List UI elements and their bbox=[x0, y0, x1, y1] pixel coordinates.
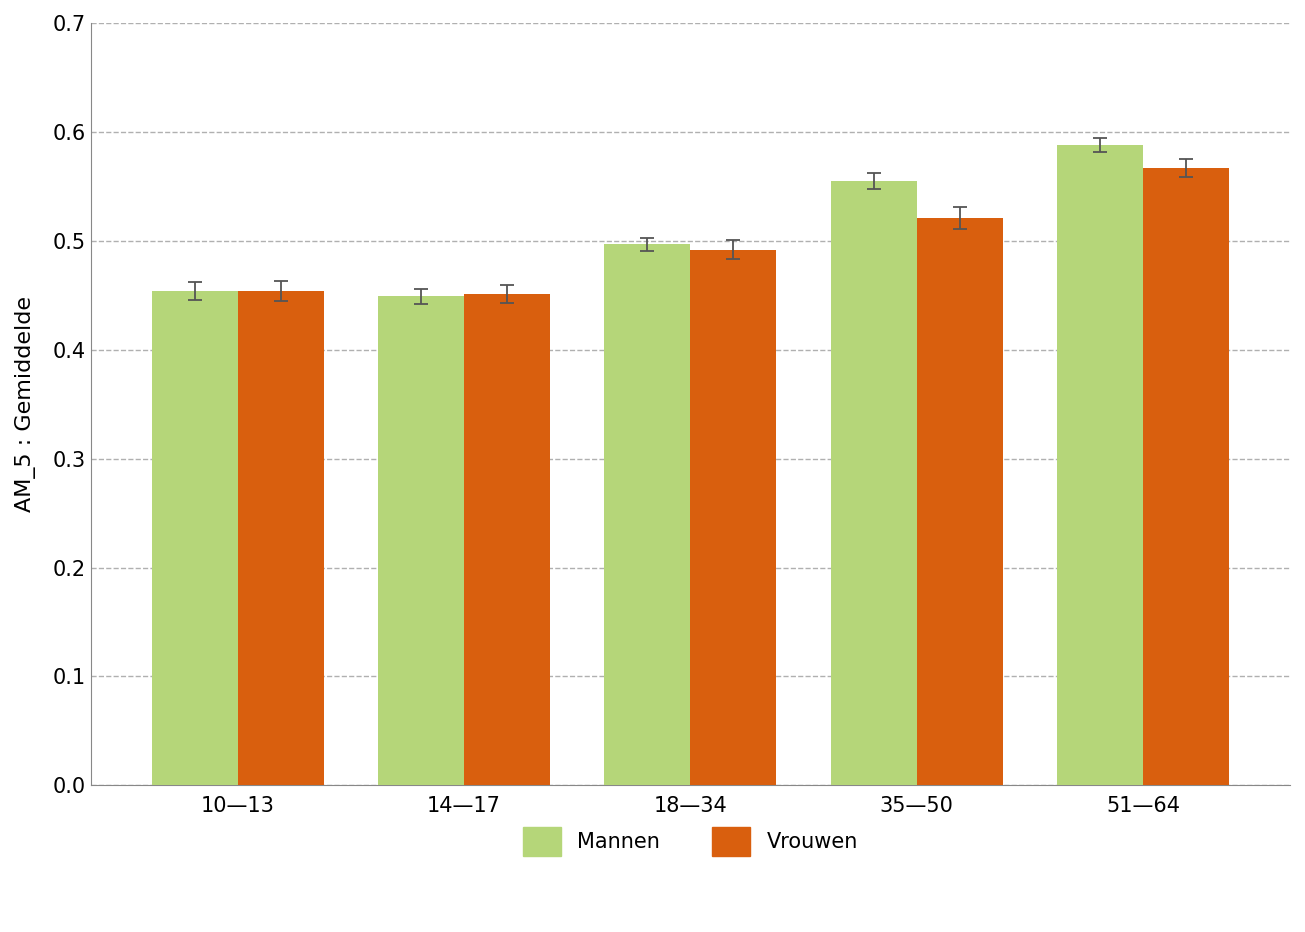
Bar bbox=[604, 244, 690, 786]
Bar bbox=[916, 218, 1002, 786]
Bar bbox=[831, 181, 916, 786]
Bar bbox=[1143, 168, 1229, 786]
Legend: Mannen, Vrouwen: Mannen, Vrouwen bbox=[513, 816, 868, 867]
Bar bbox=[151, 291, 238, 786]
Bar bbox=[690, 250, 776, 786]
Bar bbox=[378, 296, 465, 786]
Bar bbox=[465, 295, 551, 786]
Bar bbox=[238, 291, 324, 786]
Y-axis label: AM_5 : Gemiddelde: AM_5 : Gemiddelde bbox=[14, 296, 37, 513]
Bar bbox=[1057, 145, 1143, 786]
